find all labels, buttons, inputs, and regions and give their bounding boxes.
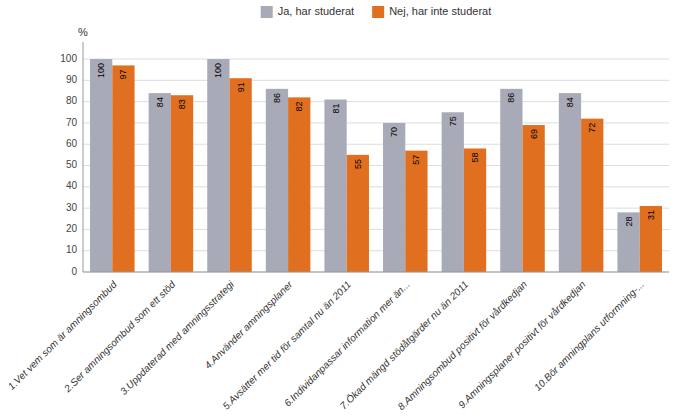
- data-label: 84: [565, 97, 575, 107]
- y-axis-label: %: [78, 26, 88, 38]
- x-tick-label: 2.Ser amningsombud som ett stöd: [61, 278, 177, 394]
- bar: [500, 89, 522, 272]
- y-tick-label: 80: [66, 95, 78, 106]
- data-label: 84: [155, 97, 165, 107]
- y-tick-label: 60: [66, 138, 78, 149]
- bar: [523, 125, 545, 272]
- bar: [383, 123, 405, 272]
- data-label: 75: [448, 116, 458, 126]
- bar: [149, 93, 171, 272]
- bar: [207, 59, 229, 272]
- bar: [266, 89, 288, 272]
- grid-line: [83, 80, 669, 81]
- bar: [442, 112, 464, 272]
- data-label: 70: [389, 127, 399, 137]
- bar: [90, 59, 112, 272]
- bar: [171, 95, 193, 272]
- bar: [559, 93, 581, 272]
- y-tick-label: 40: [66, 180, 78, 191]
- bar: [347, 155, 369, 272]
- data-label: 86: [506, 93, 516, 103]
- bar: [464, 148, 486, 272]
- data-label: 69: [529, 129, 539, 139]
- bar: [324, 100, 346, 273]
- legend-label: Ja, har studerat: [278, 5, 354, 17]
- x-tick-label: 10.Bör amningplans utformning-...: [532, 279, 646, 393]
- x-tick-label: 9.Amningsplaner positivt för vårdkedjan: [456, 278, 588, 410]
- legend-label: Nej, har inte studerat: [389, 5, 491, 17]
- x-tick-label: 5.Avsätter mer tid för samtal nu än 2011: [220, 279, 353, 412]
- y-tick-label: 10: [66, 244, 78, 255]
- x-axis-line: [83, 272, 669, 273]
- y-tick-label: 90: [66, 74, 78, 85]
- data-label: 72: [587, 123, 597, 133]
- x-tick-label: 3.Uppdaterad med amningsstrategi: [118, 278, 237, 397]
- y-tick-label: 70: [66, 117, 78, 128]
- bar: [640, 206, 662, 272]
- bar: [617, 212, 639, 272]
- y-tick-label: 20: [66, 223, 78, 234]
- grid: [83, 59, 669, 272]
- legend-swatch: [261, 6, 273, 18]
- y-tick-label: 50: [66, 159, 78, 170]
- data-label: 28: [624, 216, 634, 226]
- data-label: 100: [213, 63, 223, 78]
- data-label: 82: [294, 101, 304, 111]
- data-label: 97: [118, 69, 128, 79]
- y-tick-label: 30: [66, 202, 78, 213]
- data-label: 91: [236, 82, 246, 92]
- data-label: 83: [177, 99, 187, 109]
- legend-swatch: [372, 6, 384, 18]
- x-tick-label: 8.Amningsombud positivt för vårdkedjan: [395, 278, 529, 412]
- grid-line: [83, 272, 669, 273]
- grid-line: [83, 59, 669, 60]
- bar: [405, 151, 427, 272]
- data-label: 31: [646, 210, 656, 220]
- bars: [90, 59, 662, 272]
- chart: 0 10 20 30 40 50 60 70 80 90 100% 100 84 100 86 81 70 75 8…: [0, 0, 683, 420]
- y-tick-label: 0: [71, 266, 77, 277]
- bar: [288, 97, 310, 272]
- bar: [581, 119, 603, 272]
- data-label: 57: [411, 155, 421, 165]
- data-label: 86: [272, 93, 282, 103]
- legend: Ja, har studerat Nej, har inte studerat: [261, 5, 492, 18]
- x-tick-label: 6.Individanpassar information mer än...: [282, 279, 412, 409]
- data-label: 58: [470, 152, 480, 162]
- bar: [112, 65, 134, 272]
- data-label: 100: [96, 63, 106, 78]
- x-tick-label: 1.Vet vem som är amningsombud: [6, 278, 120, 392]
- x-tick-label: 7.Ökad mängd stödåtgärder nu än 2011: [338, 279, 471, 412]
- y-tick-label: 100: [60, 53, 77, 64]
- data-labels: 100 84 100 86 81 70 75 86 84 28 97 83 91 82 55 57 58 69 72…: [96, 63, 656, 226]
- data-label: 55: [353, 159, 363, 169]
- data-label: 81: [331, 104, 341, 114]
- y-axis-line: [83, 42, 84, 272]
- bar: [230, 78, 252, 272]
